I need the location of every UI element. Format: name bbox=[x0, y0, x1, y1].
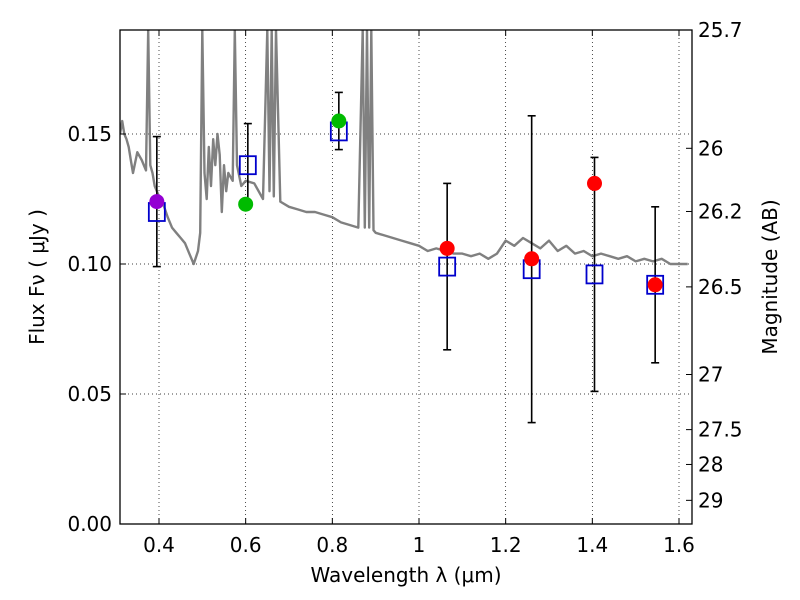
right-tick-label: 28 bbox=[698, 452, 723, 476]
observed-point bbox=[439, 240, 455, 256]
x-tick-label: 0.4 bbox=[143, 533, 175, 557]
model-square-point bbox=[438, 256, 457, 277]
x-tick-label: 1.4 bbox=[576, 533, 608, 557]
model-square-point bbox=[585, 264, 604, 285]
x-tick-label: 0.6 bbox=[230, 533, 262, 557]
right-tick-label: 26.2 bbox=[698, 199, 743, 223]
y-axis-label: Flux Fν ( μJy ) bbox=[25, 209, 49, 345]
y-tick-label: 0.00 bbox=[67, 512, 112, 536]
right-tick-label: 25.7 bbox=[698, 18, 743, 42]
right-tick-label: 29 bbox=[698, 488, 723, 512]
model-spectrum-line bbox=[120, 30, 688, 266]
model-square-point bbox=[646, 274, 665, 295]
right-tick-label: 26.5 bbox=[698, 275, 743, 299]
y-tick-label: 0.05 bbox=[67, 382, 112, 406]
observed-point bbox=[149, 194, 165, 210]
model-square-point bbox=[238, 155, 257, 176]
grid bbox=[120, 30, 692, 524]
observed-point bbox=[331, 113, 347, 129]
right-tick-label: 26 bbox=[698, 136, 723, 160]
x-axis-label: Wavelength λ (μm) bbox=[310, 563, 501, 587]
x-tick-label: 1.2 bbox=[490, 533, 522, 557]
plot-area bbox=[120, 30, 688, 424]
x-tick-label: 1 bbox=[413, 533, 426, 557]
right-tick-label: 27.5 bbox=[698, 418, 743, 442]
observed-point bbox=[587, 175, 602, 191]
right-tick-label: 27 bbox=[698, 363, 723, 387]
x-axis: 0.4 0.6 0.8 1 1.2 1.4 1.6 bbox=[143, 30, 695, 557]
x-tick-label: 1.6 bbox=[663, 533, 695, 557]
y-axis: 0.00 0.05 0.10 0.15 bbox=[67, 122, 126, 536]
observed-point bbox=[238, 196, 254, 212]
y-tick-label: 0.10 bbox=[67, 252, 112, 276]
right-axis-label: Magnitude (AB) bbox=[758, 199, 782, 354]
x-tick-label: 0.8 bbox=[316, 533, 348, 557]
right-axis: 25.7 26 26.2 26.5 27 27.5 28 29 bbox=[686, 18, 743, 512]
observed-point bbox=[524, 251, 540, 267]
y-tick-label: 0.15 bbox=[67, 122, 112, 146]
observed-point bbox=[647, 277, 663, 293]
plot-frame bbox=[119, 29, 693, 525]
